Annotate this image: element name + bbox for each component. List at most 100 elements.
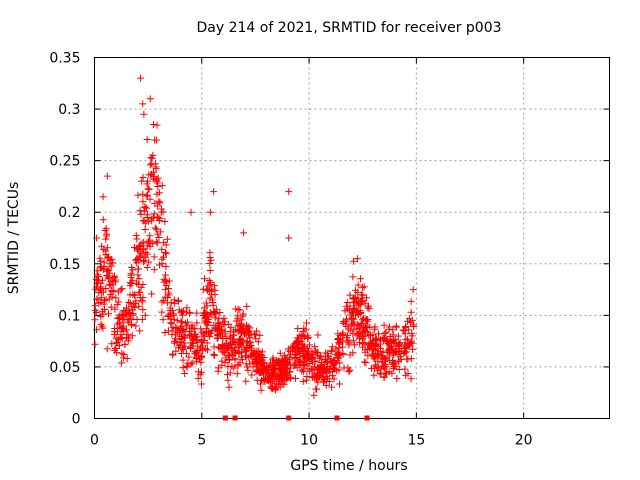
data-point (234, 312, 242, 320)
data-point (288, 347, 296, 355)
data-point (106, 260, 114, 268)
data-point (296, 349, 304, 357)
data-point (394, 351, 402, 359)
data-point (150, 253, 158, 261)
data-point (389, 331, 397, 339)
data-point (300, 333, 308, 341)
y-tick-label: 0.3 (58, 102, 80, 118)
data-point (165, 291, 173, 299)
data-point (112, 294, 120, 302)
data-point (392, 322, 400, 330)
data-point (161, 328, 169, 336)
data-point (200, 330, 208, 338)
data-point (202, 345, 210, 353)
data-point (187, 208, 195, 216)
data-point (271, 380, 279, 388)
data-point (152, 163, 160, 171)
data-point (381, 355, 389, 363)
data-point (303, 319, 311, 327)
data-point (198, 352, 206, 360)
plot-frame (94, 57, 610, 419)
data-point (351, 341, 359, 349)
data-point (330, 365, 338, 373)
data-point (141, 203, 149, 211)
data-point (399, 326, 407, 334)
data-point (99, 193, 107, 201)
gap-marker (222, 415, 228, 421)
data-point (275, 381, 283, 389)
data-point (210, 343, 218, 351)
axis-ticks (94, 57, 610, 419)
data-point (350, 257, 358, 265)
data-point (150, 210, 158, 218)
data-point (188, 359, 196, 367)
data-point (257, 380, 265, 388)
data-point (395, 366, 403, 374)
data-point (161, 286, 169, 294)
data-point (155, 189, 163, 197)
data-point (139, 258, 147, 266)
data-point (388, 369, 396, 377)
data-point (401, 330, 409, 338)
data-point (256, 331, 264, 339)
data-point (143, 191, 151, 199)
data-point (380, 364, 388, 372)
data-point (91, 302, 99, 310)
data-point (295, 360, 303, 368)
data-point (102, 285, 110, 293)
data-point (356, 307, 364, 315)
data-point (155, 197, 163, 205)
x-tick-label: 5 (197, 433, 206, 449)
data-point (216, 330, 224, 338)
data-point (111, 305, 119, 313)
data-point (208, 296, 216, 304)
data-point (197, 325, 205, 333)
data-point (286, 368, 294, 376)
data-point (236, 306, 244, 314)
data-point (244, 329, 252, 337)
data-point (258, 360, 266, 368)
data-point (168, 327, 176, 335)
data-point (406, 319, 414, 327)
data-point (200, 336, 208, 344)
data-point (132, 231, 140, 239)
data-point (255, 355, 263, 363)
data-point (352, 312, 360, 320)
data-point (264, 363, 272, 371)
data-point (169, 351, 177, 359)
data-point (163, 299, 171, 307)
data-point (135, 246, 143, 254)
data-point (378, 358, 386, 366)
data-point (405, 315, 413, 323)
data-point (114, 288, 122, 296)
data-point (305, 351, 313, 359)
data-point (359, 291, 367, 299)
data-point (108, 286, 116, 294)
data-point (243, 302, 251, 310)
data-point (368, 364, 376, 372)
data-point (124, 330, 132, 338)
gap-marker (286, 415, 292, 421)
data-point (100, 263, 108, 271)
data-point (357, 329, 365, 337)
data-point (153, 121, 161, 129)
data-point (229, 331, 237, 339)
data-point (151, 199, 159, 207)
data-point (218, 341, 226, 349)
data-point (311, 358, 319, 366)
data-point (188, 342, 196, 350)
data-point (261, 376, 269, 384)
data-point (369, 336, 377, 344)
data-point (189, 336, 197, 344)
data-point (190, 332, 198, 340)
data-point (129, 300, 137, 308)
data-point (110, 273, 118, 281)
data-point (210, 188, 218, 196)
data-point (246, 338, 254, 346)
data-point (155, 234, 163, 242)
data-point (153, 239, 161, 247)
data-point (113, 338, 121, 346)
data-point (335, 380, 343, 388)
data-point (243, 363, 251, 371)
data-point (226, 328, 234, 336)
